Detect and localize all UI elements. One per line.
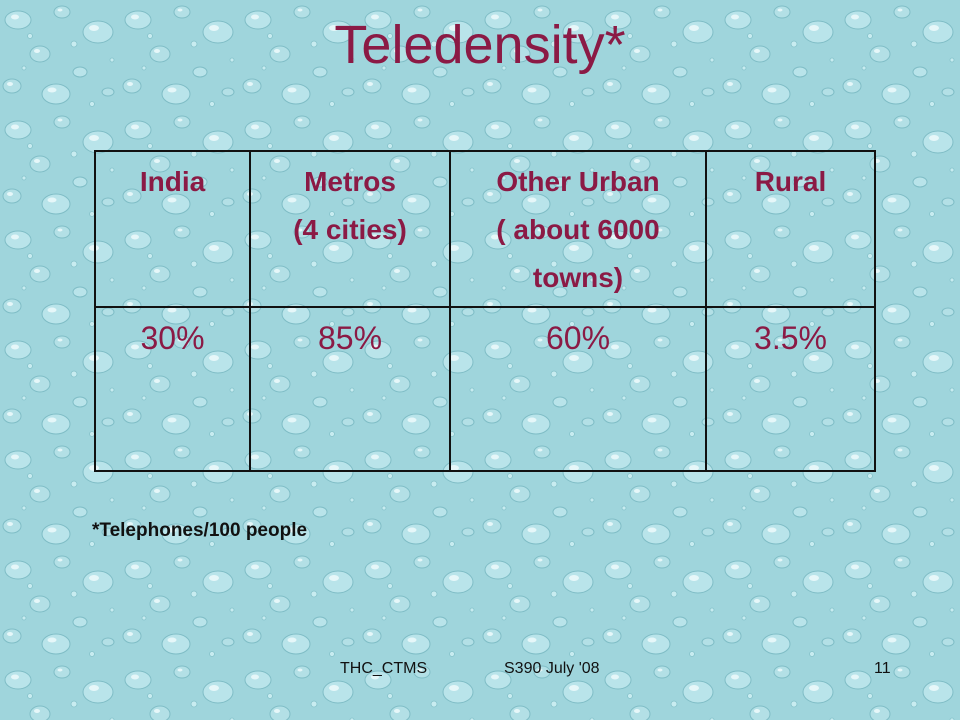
cell-rural-value: 3.5% <box>705 306 876 472</box>
teledensity-table: India Metros (4 cities) Other Urban ( ab… <box>94 150 876 472</box>
header-other-urban-sublabel-1: ( about 6000 <box>496 214 660 245</box>
table-header-row: India Metros (4 cities) Other Urban ( ab… <box>94 150 876 308</box>
footer-left-text: THC_CTMS <box>340 660 428 677</box>
header-india-label: India <box>139 166 206 197</box>
footnote: *Telephones/100 people <box>92 520 308 541</box>
header-metros-sublabel: (4 cities) <box>293 214 407 245</box>
header-other-urban-label: Other Urban <box>496 166 660 197</box>
footer-center-text: S390 July '08 <box>504 660 600 677</box>
slide-title: Teledensity* <box>334 15 626 75</box>
table-row: 30% 85% 60% 3.5% <box>94 306 876 472</box>
header-other-urban-sublabel-2: towns) <box>532 262 624 293</box>
header-other-urban: Other Urban ( about 6000 towns) <box>449 150 707 308</box>
cell-india-value: 30% <box>94 306 251 472</box>
header-india: India <box>94 150 251 308</box>
header-rural-label: Rural <box>754 166 827 197</box>
slide-number: 11 <box>874 660 891 677</box>
header-rural: Rural <box>705 150 876 308</box>
cell-metros-value: 85% <box>249 306 451 472</box>
header-metros-label: Metros <box>304 166 396 197</box>
cell-other-urban-value: 60% <box>449 306 707 472</box>
header-metros: Metros (4 cities) <box>249 150 451 308</box>
